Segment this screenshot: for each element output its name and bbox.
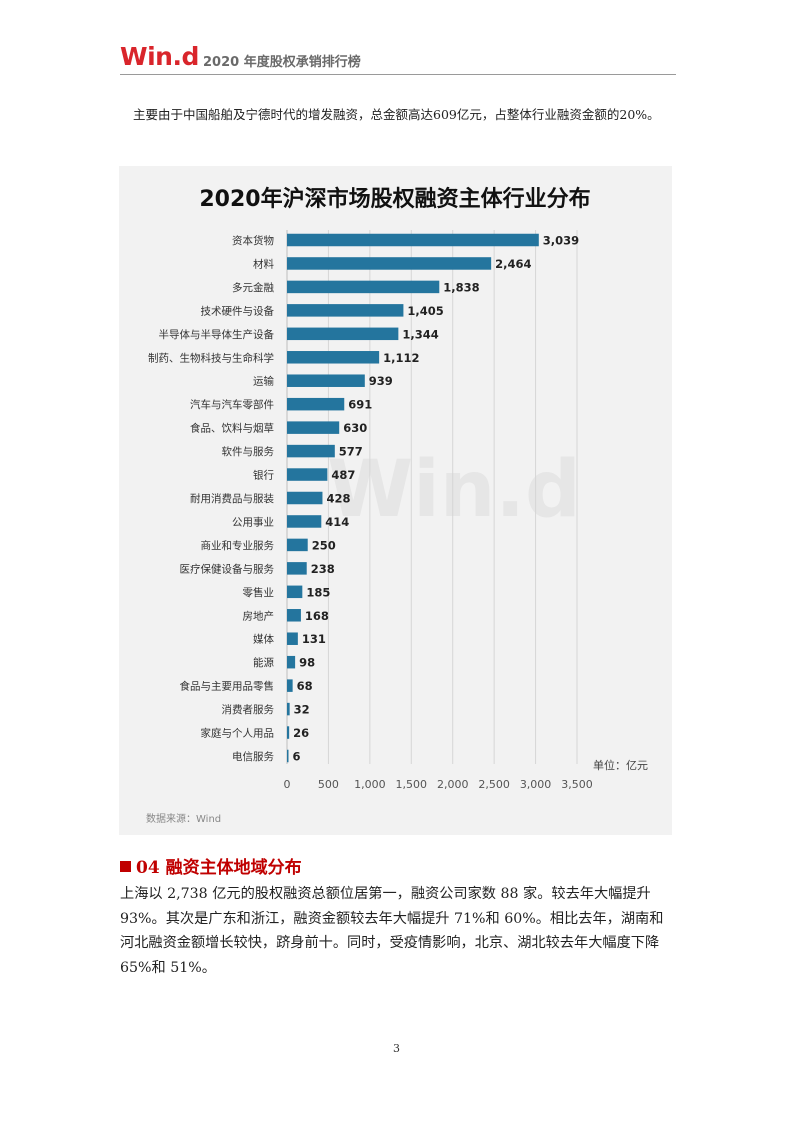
category-label: 运输 <box>253 375 274 388</box>
bar <box>287 304 404 317</box>
value-label: 168 <box>305 609 329 623</box>
value-label: 1,344 <box>402 327 438 341</box>
category-label: 食品、饮料与烟草 <box>190 422 274 435</box>
section-title-text: 04 融资主体地域分布 <box>136 858 302 878</box>
bar <box>287 538 308 552</box>
x-tick-label: 2,000 <box>437 778 469 791</box>
category-label: 软件与服务 <box>222 445 275 458</box>
value-label: 131 <box>302 632 326 646</box>
category-label: 电信服务 <box>232 750 274 763</box>
value-label: 2,464 <box>495 257 531 271</box>
category-label: 技术硬件与设备 <box>201 304 275 317</box>
value-label: 1,838 <box>443 280 479 294</box>
bar <box>287 444 335 458</box>
value-label: 577 <box>339 445 363 459</box>
bar <box>287 749 289 763</box>
value-label: 26 <box>293 726 309 740</box>
x-tick-label: 3,000 <box>520 778 552 791</box>
category-label: 半导体与半导体生产设备 <box>159 328 275 341</box>
bar <box>287 702 290 716</box>
region-paragraph: 上海以 2,738 亿元的股权融资总额位居第一，融资公司家数 88 家。较去年大… <box>120 886 664 976</box>
industry-chart: Win.d 2020年沪深市场股权融资主体行业分布 0 500 1,000 1,500 2,… <box>119 166 672 835</box>
header-title: 2020 年度股权承销排行榜 <box>203 55 361 70</box>
value-label: 250 <box>312 538 336 552</box>
bar <box>287 397 345 411</box>
bar <box>287 655 296 669</box>
value-label: 939 <box>369 374 393 388</box>
bar <box>287 421 340 434</box>
value-label: 185 <box>306 585 330 599</box>
x-tick-label: 1,000 <box>354 778 386 791</box>
value-label: 630 <box>343 421 367 435</box>
category-label: 媒体 <box>253 633 274 646</box>
value-label: 32 <box>294 703 310 717</box>
section-heading: 04 融资主体地域分布 <box>120 853 302 878</box>
bar <box>287 374 365 387</box>
chart-title: 2020年沪深市场股权融资主体行业分布 <box>199 186 590 212</box>
wind-logo: Win.d <box>120 42 199 71</box>
value-label: 98 <box>299 656 315 670</box>
value-label: 68 <box>297 679 313 693</box>
bar <box>287 609 301 622</box>
bar <box>287 585 303 599</box>
category-label: 房地产 <box>243 609 275 622</box>
unit-label: 单位：亿元 <box>593 758 648 772</box>
category-label: 能源 <box>253 656 274 669</box>
page-header: Win.d 2020 年度股权承销排行榜 <box>120 40 676 75</box>
bar <box>287 726 290 739</box>
category-label: 公用事业 <box>232 515 274 528</box>
category-label: 零售业 <box>243 586 275 599</box>
value-label: 487 <box>331 468 355 482</box>
bar <box>287 327 399 341</box>
bar <box>287 679 293 692</box>
category-label: 资本货物 <box>232 234 274 247</box>
x-tick-label: 500 <box>318 778 339 791</box>
bar <box>287 280 440 294</box>
chart-watermark: Win.d <box>327 445 581 535</box>
bar <box>287 491 323 505</box>
value-label: 238 <box>311 562 335 576</box>
value-label: 1,405 <box>407 304 443 318</box>
value-label: 428 <box>326 492 350 506</box>
bar <box>287 257 492 270</box>
data-source: 数据来源：Wind <box>146 812 221 825</box>
category-label: 银行 <box>253 469 274 482</box>
category-label: 多元金融 <box>232 281 274 294</box>
industry-bar-chart: Win.d 2020年沪深市场股权融资主体行业分布 0 500 1,000 1,500 2,… <box>146 186 648 825</box>
x-tick-label: 3,500 <box>561 778 593 791</box>
x-tick-label: 1,500 <box>396 778 428 791</box>
value-label: 6 <box>293 750 301 764</box>
bar <box>287 468 328 481</box>
value-label: 3,039 <box>543 234 579 248</box>
bar <box>287 632 298 645</box>
category-label: 食品与主要用品零售 <box>180 680 275 693</box>
intro-paragraph: 主要由于中国船舶及宁德时代的增发融资，总金额高达609亿元，占整体行业融资金额的… <box>133 107 660 122</box>
bar <box>287 233 539 247</box>
page-number: 3 <box>393 1042 400 1055</box>
section-square-icon <box>120 861 131 872</box>
category-label: 材料 <box>253 257 274 270</box>
x-tick-label: 2,500 <box>478 778 510 791</box>
value-label: 414 <box>325 515 349 529</box>
bar <box>287 515 322 528</box>
category-label: 医疗保健设备与服务 <box>180 562 275 575</box>
category-label: 消费者服务 <box>222 703 275 716</box>
category-label: 家庭与个人用品 <box>201 727 275 740</box>
bar <box>287 562 307 575</box>
category-label: 汽车与汽车零部件 <box>190 398 274 411</box>
value-label: 691 <box>348 398 372 412</box>
category-label: 商业和专业服务 <box>201 539 275 552</box>
value-label: 1,112 <box>383 351 419 365</box>
category-label: 制药、生物科技与生命科学 <box>148 351 274 364</box>
x-tick-label: 0 <box>284 778 291 791</box>
category-label: 耐用消费品与服装 <box>190 492 274 505</box>
bar <box>287 351 380 364</box>
